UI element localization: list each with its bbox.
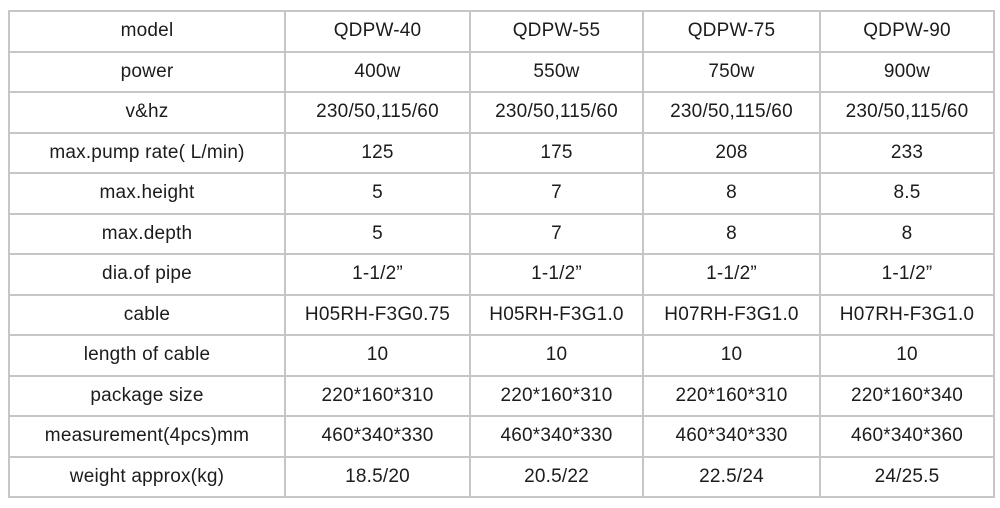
table-cell: 220*160*340: [819, 374, 995, 417]
table-cell: 460*340*330: [284, 415, 471, 458]
table-row-model: model QDPW-40 QDPW-55 QDPW-75 QDPW-90: [8, 10, 995, 53]
table-cell: 233: [819, 131, 995, 174]
row-label: length of cable: [8, 334, 286, 377]
table-row-v-hz: v&hz 230/50,115/60 230/50,115/60 230/50,…: [8, 91, 995, 134]
table-cell: 20.5/22: [469, 455, 644, 498]
table-cell: 7: [469, 172, 644, 215]
table-cell: 8.5: [819, 172, 995, 215]
table-cell: H05RH-F3G1.0: [469, 293, 644, 336]
table-cell: 1-1/2”: [284, 253, 471, 296]
table-cell: 10: [819, 334, 995, 377]
row-label: max.pump rate( L/min): [8, 131, 286, 174]
table-cell: 900w: [819, 50, 995, 93]
table-cell: 220*160*310: [469, 374, 644, 417]
table-cell: QDPW-55: [469, 10, 644, 53]
table-cell: 18.5/20: [284, 455, 471, 498]
table-cell: 230/50,115/60: [284, 91, 471, 134]
table-cell: 5: [284, 212, 471, 255]
table-row-power: power 400w 550w 750w 900w: [8, 50, 995, 93]
table-cell: H05RH-F3G0.75: [284, 293, 471, 336]
table-cell: 220*160*310: [642, 374, 821, 417]
row-label: cable: [8, 293, 286, 336]
spec-table: model QDPW-40 QDPW-55 QDPW-75 QDPW-90 po…: [8, 10, 995, 498]
table-cell: 8: [819, 212, 995, 255]
table-row-dia-of-pipe: dia.of pipe 1-1/2” 1-1/2” 1-1/2” 1-1/2”: [8, 253, 995, 296]
table-cell: 1-1/2”: [819, 253, 995, 296]
table-cell: 125: [284, 131, 471, 174]
table-cell: 10: [642, 334, 821, 377]
table-cell: 550w: [469, 50, 644, 93]
table-cell: 230/50,115/60: [469, 91, 644, 134]
table-cell: 8: [642, 212, 821, 255]
table-row-length-of-cable: length of cable 10 10 10 10: [8, 334, 995, 377]
table-cell: 750w: [642, 50, 821, 93]
table-cell: 8: [642, 172, 821, 215]
table-row-package-size: package size 220*160*310 220*160*310 220…: [8, 374, 995, 417]
table-cell: QDPW-40: [284, 10, 471, 53]
table-row-max-height: max.height 5 7 8 8.5: [8, 172, 995, 215]
table-cell: QDPW-90: [819, 10, 995, 53]
table-cell: H07RH-F3G1.0: [819, 293, 995, 336]
row-label: package size: [8, 374, 286, 417]
table-cell: QDPW-75: [642, 10, 821, 53]
table-cell: 220*160*310: [284, 374, 471, 417]
table-cell: 10: [284, 334, 471, 377]
table-row-max-depth: max.depth 5 7 8 8: [8, 212, 995, 255]
row-label: dia.of pipe: [8, 253, 286, 296]
table-cell: 7: [469, 212, 644, 255]
table-cell: 22.5/24: [642, 455, 821, 498]
row-label: max.depth: [8, 212, 286, 255]
table-row-cable: cable H05RH-F3G0.75 H05RH-F3G1.0 H07RH-F…: [8, 293, 995, 336]
table-cell: 10: [469, 334, 644, 377]
row-label: max.height: [8, 172, 286, 215]
table-row-weight: weight approx(kg) 18.5/20 20.5/22 22.5/2…: [8, 455, 995, 498]
table-cell: 175: [469, 131, 644, 174]
table-row-max-pump-rate: max.pump rate( L/min) 125 175 208 233: [8, 131, 995, 174]
table-cell: 460*340*330: [642, 415, 821, 458]
table-cell: 5: [284, 172, 471, 215]
table-cell: 24/25.5: [819, 455, 995, 498]
table-cell: 208: [642, 131, 821, 174]
table-cell: 400w: [284, 50, 471, 93]
row-label: measurement(4pcs)mm: [8, 415, 286, 458]
table-cell: H07RH-F3G1.0: [642, 293, 821, 336]
table-cell: 460*340*360: [819, 415, 995, 458]
row-label: power: [8, 50, 286, 93]
table-cell: 460*340*330: [469, 415, 644, 458]
row-label: weight approx(kg): [8, 455, 286, 498]
row-label: model: [8, 10, 286, 53]
table-cell: 230/50,115/60: [819, 91, 995, 134]
row-label: v&hz: [8, 91, 286, 134]
table-cell: 230/50,115/60: [642, 91, 821, 134]
table-cell: 1-1/2”: [642, 253, 821, 296]
table-row-measurement: measurement(4pcs)mm 460*340*330 460*340*…: [8, 415, 995, 458]
table-cell: 1-1/2”: [469, 253, 644, 296]
